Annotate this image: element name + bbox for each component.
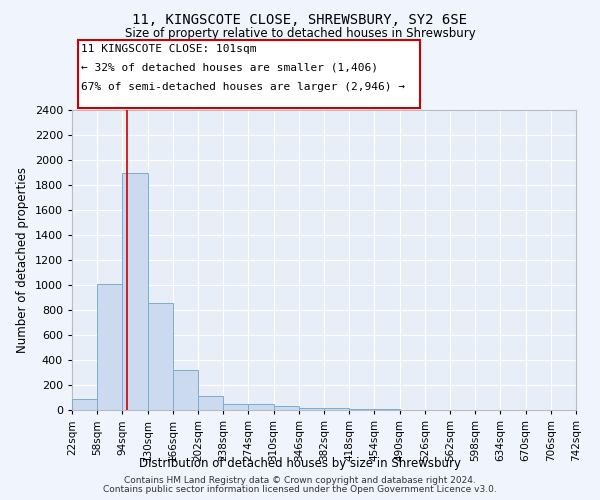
Bar	[72, 399, 97, 410]
Text: 67% of semi-detached houses are larger (2,946) →: 67% of semi-detached houses are larger (…	[81, 82, 405, 92]
Text: Contains public sector information licensed under the Open Government Licence v3: Contains public sector information licen…	[103, 485, 497, 494]
Bar	[198, 396, 223, 410]
Bar	[248, 404, 274, 410]
Bar	[173, 370, 198, 410]
Text: Size of property relative to detached houses in Shrewsbury: Size of property relative to detached ho…	[125, 28, 475, 40]
Text: ← 32% of detached houses are smaller (1,406): ← 32% of detached houses are smaller (1,…	[81, 63, 378, 73]
Text: 11, KINGSCOTE CLOSE, SHREWSBURY, SY2 6SE: 11, KINGSCOTE CLOSE, SHREWSBURY, SY2 6SE	[133, 12, 467, 26]
Bar	[148, 302, 173, 410]
Bar	[122, 172, 148, 410]
Y-axis label: Number of detached properties: Number of detached properties	[16, 167, 29, 353]
Bar	[299, 408, 324, 410]
Text: 11 KINGSCOTE CLOSE: 101sqm: 11 KINGSCOTE CLOSE: 101sqm	[81, 44, 257, 54]
Bar	[274, 406, 299, 410]
Text: Distribution of detached houses by size in Shrewsbury: Distribution of detached houses by size …	[139, 458, 461, 470]
Text: Contains HM Land Registry data © Crown copyright and database right 2024.: Contains HM Land Registry data © Crown c…	[124, 476, 476, 485]
Bar	[223, 404, 248, 410]
Bar	[97, 284, 122, 410]
Bar	[324, 408, 349, 410]
